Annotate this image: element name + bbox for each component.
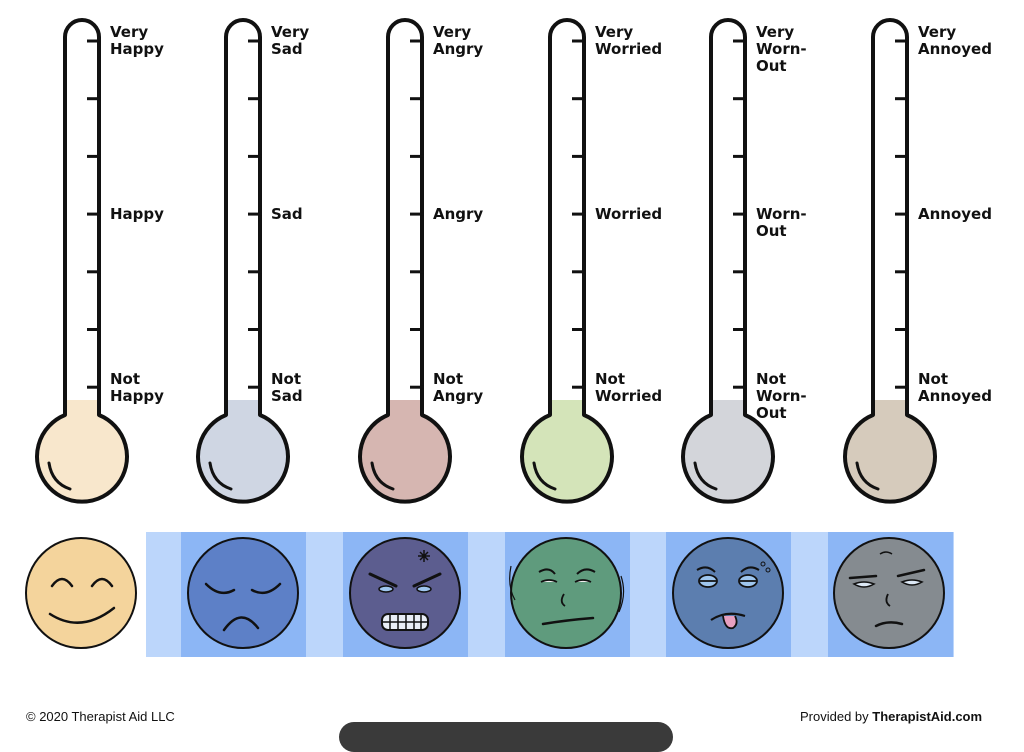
thermometer-fill [683, 400, 773, 502]
thermometer-outline [520, 18, 614, 504]
label-not: Not Worried [595, 370, 663, 405]
viewer-toolbar[interactable] [339, 722, 673, 752]
thermometer-fill [845, 400, 935, 502]
thermometer-graphic [520, 18, 614, 504]
provided-prefix: Provided by [800, 709, 873, 724]
bulb-shine [855, 461, 880, 491]
label-very: Very Worried [595, 23, 663, 58]
label-not: Not Worn-Out [756, 370, 807, 422]
bulb-shine [47, 461, 72, 491]
bulb-shine [693, 461, 718, 491]
happy-face-icon [24, 536, 139, 651]
label-mid: Happy [110, 205, 164, 223]
thermometer-worn-out: Very Worn-Out Worn-Out Not Worn-Out [681, 0, 821, 510]
worried-face-icon [509, 536, 625, 651]
thermometer-outline [196, 18, 290, 504]
label-not: Not Happy [110, 370, 164, 405]
annoyed-face-icon [832, 536, 947, 651]
label-very: Very Angry [433, 23, 484, 58]
thermometer-happy: Very Happy Happy Not Happy [35, 0, 175, 510]
label-mid: Worried [595, 205, 663, 223]
thermometer-graphic [358, 18, 452, 504]
thermometer-outline [358, 18, 452, 504]
copyright-text: © 2020 Therapist Aid LLC [26, 709, 175, 724]
bulb-shine [370, 461, 395, 491]
thermometer-graphic [196, 18, 290, 504]
label-mid: Sad [271, 205, 303, 223]
thermometer-fill [360, 400, 450, 502]
thermometer-angry: Very Angry Angry Not Angry [358, 0, 498, 510]
site-link[interactable]: TherapistAid.com [872, 709, 983, 724]
thermometer-outline [681, 18, 775, 504]
thermometer-sad: Very Sad Sad Not Sad [196, 0, 336, 510]
label-mid: Angry [433, 205, 484, 223]
label-very: Very Worn-Out [756, 23, 807, 75]
label-mid: Annoyed [918, 205, 992, 223]
thermometer-fill [198, 400, 288, 502]
thermometer-fill [37, 400, 127, 502]
worn-out-face-icon [671, 536, 786, 651]
angry-face-icon [348, 536, 463, 651]
thermometer-outline [843, 18, 937, 504]
bulb-shine [532, 461, 557, 491]
sad-face-icon [186, 536, 301, 651]
thermometer-graphic [35, 18, 129, 504]
label-very: Very Happy [110, 23, 164, 58]
thermometer-worried: Very Worried Worried Not Worried [520, 0, 663, 510]
thermometer-graphic [681, 18, 775, 504]
label-very: Very Annoyed [918, 23, 992, 58]
thermometer-outline [35, 18, 129, 504]
label-not: Not Annoyed [918, 370, 992, 405]
provided-by-text: Provided by TherapistAid.com [800, 709, 982, 724]
thermometer-graphic [843, 18, 937, 504]
label-not: Not Sad [271, 370, 303, 405]
label-mid: Worn-Out [756, 205, 807, 240]
bulb-shine [208, 461, 233, 491]
thermometer-fill [522, 400, 612, 502]
label-not: Not Angry [433, 370, 484, 405]
label-very: Very Sad [271, 23, 310, 58]
thermometer-annoyed: Very Annoyed Annoyed Not Annoyed [843, 0, 992, 510]
